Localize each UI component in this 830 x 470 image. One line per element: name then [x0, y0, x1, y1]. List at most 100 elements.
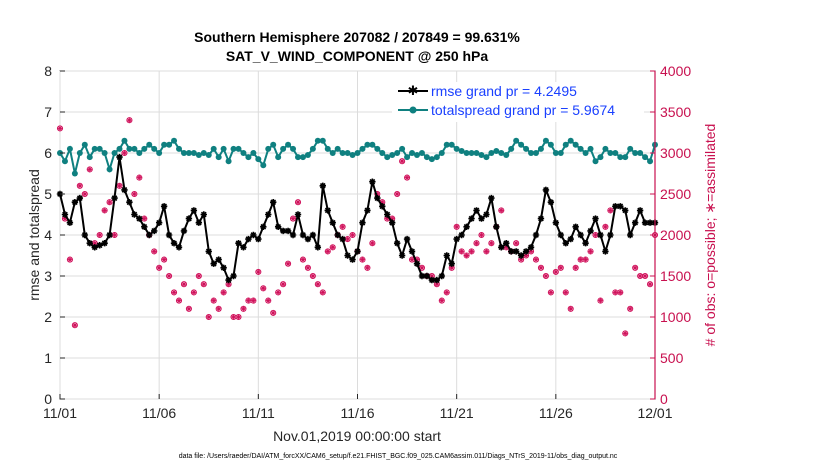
- obs-count-marker: [116, 182, 123, 189]
- spread-point: [369, 141, 376, 148]
- obs-count-marker: [369, 240, 376, 247]
- rmse-point: [66, 219, 74, 226]
- spread-point: [225, 158, 232, 165]
- spread-point: [265, 145, 272, 152]
- spread-point: [66, 145, 73, 152]
- rmse-point: [279, 227, 287, 235]
- obs-count-marker: [468, 248, 475, 255]
- x-tick-label: 11/01: [43, 405, 77, 421]
- spread-point: [423, 154, 430, 161]
- rmse-point: [215, 256, 222, 263]
- spread-point: [290, 145, 297, 152]
- obs-count-marker: [195, 272, 202, 280]
- rmse-point: [289, 231, 297, 239]
- spread-point: [329, 150, 336, 156]
- spread-point: [433, 154, 440, 161]
- spread-point: [557, 150, 564, 156]
- spread-point: [582, 150, 589, 156]
- obs-count-marker: [582, 256, 589, 263]
- obs-count-marker: [627, 305, 634, 312]
- spread-point: [180, 150, 187, 156]
- rmse-point: [636, 207, 644, 214]
- spread-point: [428, 156, 435, 163]
- x-tick-label: 11/21: [440, 405, 474, 421]
- rmse-point: [522, 248, 530, 255]
- spread-point: [61, 158, 68, 165]
- obs-count-marker: [364, 264, 371, 271]
- rmse-point: [508, 248, 515, 255]
- obs-count-marker: [642, 272, 649, 280]
- spread-point: [205, 152, 212, 159]
- rmse-point: [567, 235, 574, 243]
- rmse-point: [86, 240, 93, 247]
- rmse-point: [314, 244, 322, 251]
- rmse-point: [81, 231, 88, 239]
- obs-count-marker: [220, 289, 227, 296]
- obs-count-marker: [136, 174, 143, 181]
- rmse-point: [537, 215, 545, 222]
- spread-point: [334, 145, 341, 152]
- rmse-point: [592, 215, 599, 222]
- rmse-point: [220, 264, 227, 271]
- obs-count-marker: [314, 281, 321, 288]
- obs-count-marker: [294, 199, 302, 206]
- spread-point: [185, 150, 192, 156]
- obs-count-marker: [547, 289, 554, 296]
- obs-count-marker: [299, 256, 307, 263]
- spread-point: [617, 154, 624, 161]
- spread-point: [255, 156, 262, 163]
- spread-point: [314, 137, 321, 144]
- obs-count-marker: [185, 305, 192, 312]
- spread-point: [503, 152, 510, 159]
- spread-point: [106, 166, 113, 173]
- y2-tick-label: 2000: [660, 227, 691, 243]
- obs-count-marker: [230, 313, 237, 321]
- obs-count-marker: [309, 272, 316, 280]
- rmse-point: [170, 240, 178, 247]
- spread-point: [607, 150, 614, 156]
- spread-point: [612, 150, 619, 156]
- obs-count-marker: [498, 207, 505, 214]
- rmse-point: [190, 207, 198, 214]
- spread-point: [523, 145, 530, 152]
- rmse-point: [121, 186, 128, 194]
- legend-rmse-label: rmse grand pr = 4.2495: [431, 83, 577, 99]
- spread-point: [404, 154, 411, 161]
- obs-count-marker: [289, 215, 297, 222]
- obs-count-marker: [285, 260, 292, 267]
- rmse-point: [185, 215, 193, 222]
- spread-point: [295, 154, 301, 161]
- rmse-point: [517, 252, 525, 259]
- y-tick-label: 3: [44, 268, 52, 284]
- y-tick-label: 5: [44, 186, 52, 202]
- obs-count-marker: [394, 190, 401, 198]
- rmse-point: [547, 199, 555, 206]
- spread-point: [260, 162, 267, 169]
- rmse-point: [299, 231, 307, 239]
- spread-point: [111, 150, 118, 156]
- rmse-point: [379, 203, 386, 210]
- obs-count-marker: [443, 289, 450, 296]
- rmse-point: [641, 219, 649, 226]
- rmse-point: [225, 276, 232, 284]
- x-tick-label: 11/11: [242, 405, 275, 421]
- obs-count-marker: [557, 264, 564, 271]
- obs-count-marker: [552, 268, 559, 275]
- rmse-point: [473, 207, 480, 214]
- spread-point: [275, 154, 282, 161]
- obs-count-marker: [587, 248, 594, 255]
- obs-count-marker: [101, 207, 108, 214]
- obs-count-marker: [270, 309, 277, 316]
- spread-point: [597, 154, 604, 161]
- rmse-point: [527, 244, 535, 251]
- y2-tick-label: 1500: [660, 268, 691, 284]
- rmse-point: [577, 231, 584, 239]
- rmse-point: [210, 260, 217, 267]
- rmse-point: [408, 248, 416, 255]
- spread-point: [280, 145, 287, 152]
- obs-count-marker: [161, 256, 168, 263]
- spread-point: [478, 152, 485, 159]
- rmse-point: [304, 235, 312, 243]
- obs-count-marker: [260, 285, 267, 292]
- rmse-point: [76, 194, 84, 202]
